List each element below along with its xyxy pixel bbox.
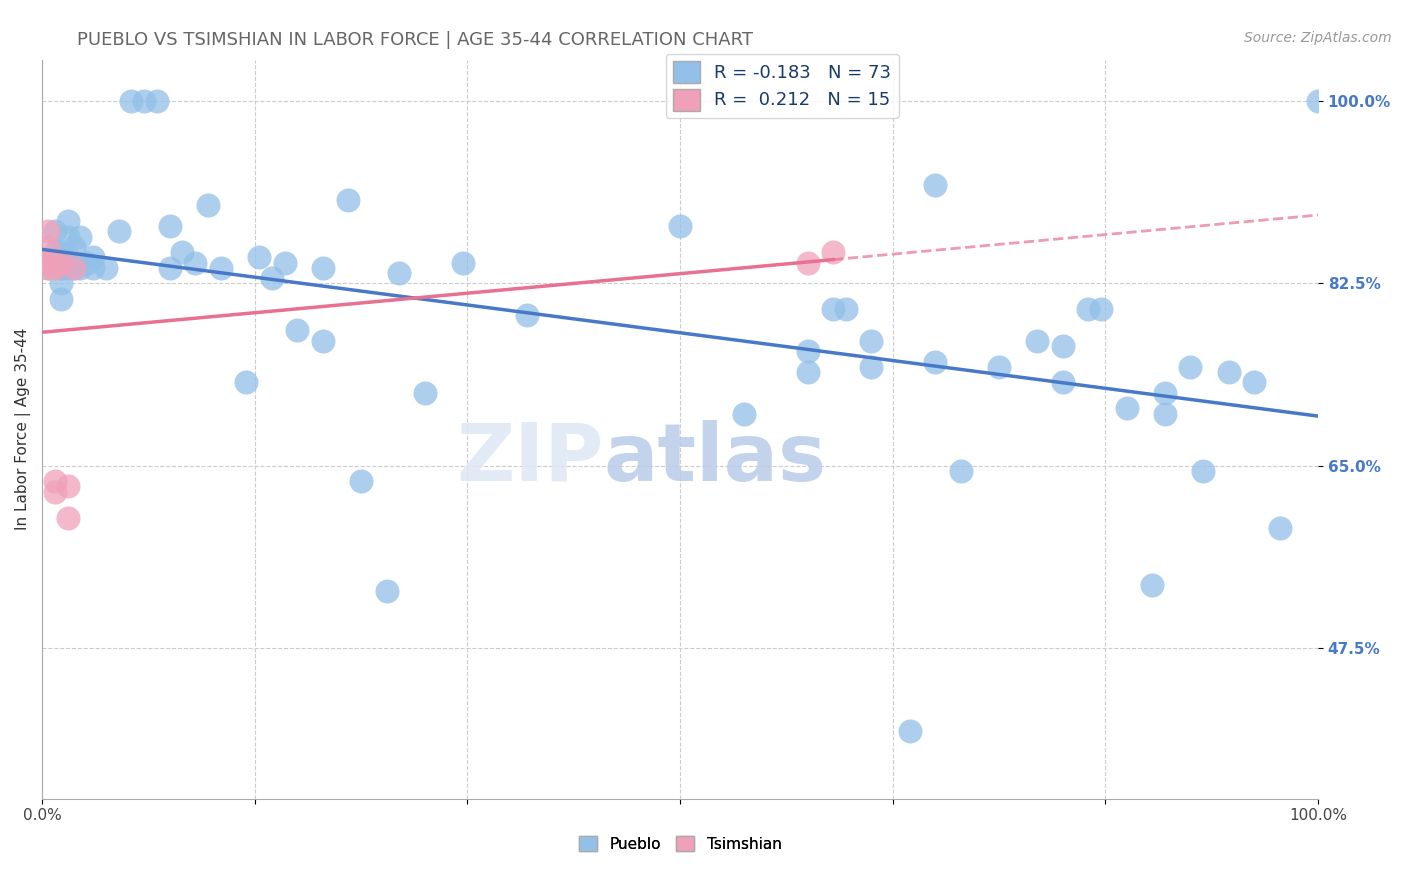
Point xyxy=(37,224,59,238)
Point xyxy=(796,365,818,379)
Point xyxy=(1306,95,1329,109)
Point xyxy=(56,510,79,524)
Point xyxy=(1052,339,1074,353)
Point xyxy=(63,260,86,275)
Point xyxy=(924,354,946,368)
Point xyxy=(146,95,169,109)
Legend: Pueblo, Tsimshian: Pueblo, Tsimshian xyxy=(572,830,787,857)
Point xyxy=(76,255,98,269)
Point xyxy=(1180,359,1202,374)
Text: ZIP: ZIP xyxy=(457,420,603,498)
Point xyxy=(51,260,73,275)
Point xyxy=(451,255,474,269)
Point xyxy=(134,95,156,109)
Point xyxy=(209,260,232,275)
Point xyxy=(107,224,129,238)
Point xyxy=(37,255,59,269)
Point xyxy=(1090,302,1112,317)
Point xyxy=(388,266,411,280)
Point xyxy=(51,245,73,260)
Point xyxy=(56,251,79,265)
Point xyxy=(898,724,921,739)
Point xyxy=(159,260,181,275)
Point xyxy=(197,198,219,212)
Point xyxy=(669,219,692,234)
Point xyxy=(44,224,66,238)
Point xyxy=(44,484,66,499)
Point xyxy=(37,260,59,275)
Point xyxy=(44,260,66,275)
Point xyxy=(247,251,270,265)
Point xyxy=(924,178,946,192)
Point xyxy=(796,344,818,359)
Point xyxy=(63,240,86,254)
Point xyxy=(82,260,104,275)
Point xyxy=(312,260,335,275)
Point xyxy=(51,255,73,269)
Point xyxy=(159,219,181,234)
Point xyxy=(1077,302,1099,317)
Point xyxy=(120,95,142,109)
Point xyxy=(63,260,86,275)
Point xyxy=(56,214,79,228)
Point xyxy=(51,277,73,291)
Point xyxy=(1140,578,1163,592)
Point xyxy=(260,271,283,285)
Point xyxy=(69,255,91,269)
Point xyxy=(273,255,295,269)
Point xyxy=(235,376,257,390)
Y-axis label: In Labor Force | Age 35-44: In Labor Force | Age 35-44 xyxy=(15,328,31,531)
Point xyxy=(413,385,436,400)
Point xyxy=(56,229,79,244)
Point xyxy=(69,260,91,275)
Point xyxy=(44,245,66,260)
Point xyxy=(1052,376,1074,390)
Point xyxy=(337,193,360,207)
Point xyxy=(375,583,398,598)
Text: PUEBLO VS TSIMSHIAN IN LABOR FORCE | AGE 35-44 CORRELATION CHART: PUEBLO VS TSIMSHIAN IN LABOR FORCE | AGE… xyxy=(77,31,754,49)
Point xyxy=(949,464,972,478)
Point xyxy=(82,251,104,265)
Point xyxy=(37,260,59,275)
Point xyxy=(1026,334,1049,348)
Point xyxy=(69,229,91,244)
Point xyxy=(516,308,538,322)
Point xyxy=(1154,407,1177,421)
Point xyxy=(1192,464,1215,478)
Point xyxy=(56,479,79,493)
Point xyxy=(37,255,59,269)
Text: Source: ZipAtlas.com: Source: ZipAtlas.com xyxy=(1244,31,1392,45)
Point xyxy=(733,407,755,421)
Point xyxy=(1154,385,1177,400)
Point xyxy=(350,474,373,488)
Text: atlas: atlas xyxy=(603,420,827,498)
Point xyxy=(56,260,79,275)
Point xyxy=(285,323,308,337)
Point xyxy=(44,474,66,488)
Point xyxy=(823,245,845,260)
Point xyxy=(1115,401,1137,416)
Point xyxy=(796,255,818,269)
Point xyxy=(1218,365,1240,379)
Point xyxy=(312,334,335,348)
Point xyxy=(37,240,59,254)
Point xyxy=(51,260,73,275)
Point xyxy=(835,302,858,317)
Point xyxy=(94,260,117,275)
Point xyxy=(860,334,883,348)
Point xyxy=(1243,376,1265,390)
Point xyxy=(823,302,845,317)
Point xyxy=(44,255,66,269)
Point xyxy=(184,255,207,269)
Point xyxy=(172,245,194,260)
Point xyxy=(988,359,1011,374)
Point xyxy=(1268,521,1291,535)
Point xyxy=(860,359,883,374)
Point xyxy=(51,292,73,306)
